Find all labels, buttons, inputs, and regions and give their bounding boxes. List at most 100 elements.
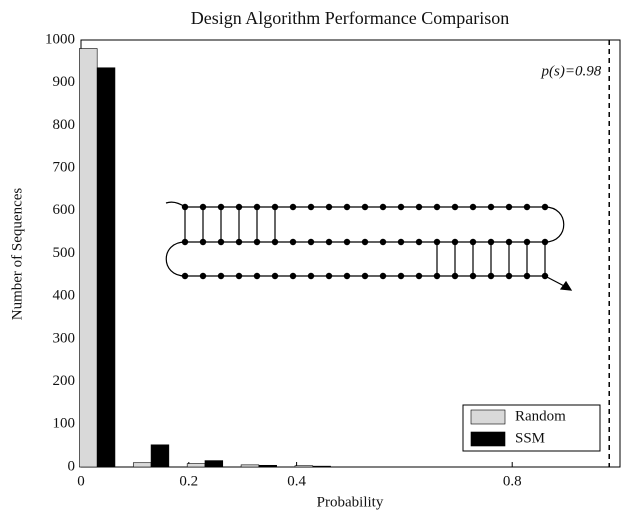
bar	[204, 460, 224, 468]
y-tick-label: 700	[53, 160, 76, 176]
bar	[96, 67, 116, 468]
nucleotide	[271, 238, 279, 246]
nucleotide	[289, 272, 297, 280]
y-tick-label: 500	[53, 245, 76, 261]
nucleotide	[217, 272, 225, 280]
nucleotide	[307, 203, 315, 211]
bar	[79, 48, 98, 468]
nucleotide	[253, 272, 261, 280]
x-axis-label: Probability	[317, 494, 384, 510]
nucleotide	[325, 238, 333, 246]
nucleotide	[415, 238, 423, 246]
nucleotide	[343, 272, 351, 280]
nucleotide	[523, 203, 531, 211]
nucleotide	[433, 203, 441, 211]
arrow-head	[559, 280, 573, 291]
y-tick-label: 800	[53, 117, 76, 133]
y-tick-label: 200	[53, 373, 76, 389]
nucleotide	[325, 203, 333, 211]
nucleotide	[523, 238, 531, 246]
nucleotide	[487, 272, 495, 280]
nucleotide	[217, 238, 225, 246]
nucleotide	[199, 238, 207, 246]
x-tick-label: 0.8	[503, 473, 522, 489]
nucleotide	[379, 238, 387, 246]
bar	[186, 463, 206, 468]
nucleotide	[325, 272, 333, 280]
nucleotide	[253, 238, 261, 246]
nucleotide	[433, 238, 441, 246]
nucleotide	[307, 238, 315, 246]
nucleotide	[541, 238, 549, 246]
nucleotide	[181, 272, 189, 280]
nucleotide	[505, 272, 513, 280]
nucleotide	[397, 203, 405, 211]
bar	[294, 465, 314, 468]
nucleotide	[361, 238, 369, 246]
nucleotide	[433, 272, 441, 280]
nucleotide	[235, 238, 243, 246]
nucleotide	[397, 272, 405, 280]
nucleotide	[397, 238, 405, 246]
nucleotide	[181, 203, 189, 211]
bar	[258, 464, 277, 468]
y-tick-label: 0	[68, 458, 76, 474]
nucleotide	[487, 238, 495, 246]
nucleotide	[235, 203, 243, 211]
y-tick-label: 1000	[45, 31, 75, 47]
nucleotide	[469, 238, 477, 246]
nucleotide	[343, 238, 351, 246]
nucleotide	[289, 203, 297, 211]
bar	[312, 465, 331, 468]
y-tick-label: 400	[53, 288, 76, 304]
structure-diagram	[165, 201, 573, 291]
plot-frame	[80, 39, 621, 468]
y-tick-label: 300	[53, 330, 76, 346]
y-tick-label: 600	[53, 202, 76, 218]
nucleotide	[415, 272, 423, 280]
nucleotide	[379, 203, 387, 211]
x-tick-label: 0	[77, 473, 85, 489]
nucleotide	[505, 238, 513, 246]
nucleotide	[451, 272, 459, 280]
nucleotide	[199, 272, 207, 280]
y-tick-label: 900	[53, 74, 76, 90]
chart-title: Design Algorithm Performance Comparison	[191, 8, 509, 28]
nucleotide	[181, 238, 189, 246]
loop-left	[165, 241, 186, 277]
nucleotide	[289, 238, 297, 246]
nucleotide	[253, 203, 261, 211]
bar	[240, 464, 260, 468]
nucleotide	[271, 203, 279, 211]
legend-label: SSM	[515, 430, 545, 446]
nucleotide	[469, 203, 477, 211]
y-axis-label: Number of Sequences	[9, 188, 25, 321]
nucleotide	[217, 203, 225, 211]
nucleotide	[487, 203, 495, 211]
nucleotide	[361, 272, 369, 280]
x-tick-label: 0.2	[179, 473, 198, 489]
nucleotide	[271, 272, 279, 280]
nucleotide	[451, 238, 459, 246]
nucleotide	[307, 272, 315, 280]
bar	[132, 462, 152, 468]
loop-right	[544, 206, 565, 243]
nucleotide	[505, 203, 513, 211]
nucleotide	[343, 203, 351, 211]
x-tick-label: 0.4	[287, 473, 306, 489]
nucleotide	[469, 272, 477, 280]
nucleotide	[235, 272, 243, 280]
legend-label: Random	[515, 408, 566, 424]
legend-swatch	[470, 409, 506, 425]
bar	[150, 444, 170, 468]
legend-swatch	[470, 431, 506, 447]
nucleotide	[523, 272, 531, 280]
nucleotide	[541, 203, 549, 211]
nucleotide	[379, 272, 387, 280]
annotation: p(s)=0.98	[541, 63, 602, 79]
nucleotide	[415, 203, 423, 211]
nucleotide	[451, 203, 459, 211]
nucleotide	[541, 272, 549, 280]
nucleotide	[199, 203, 207, 211]
